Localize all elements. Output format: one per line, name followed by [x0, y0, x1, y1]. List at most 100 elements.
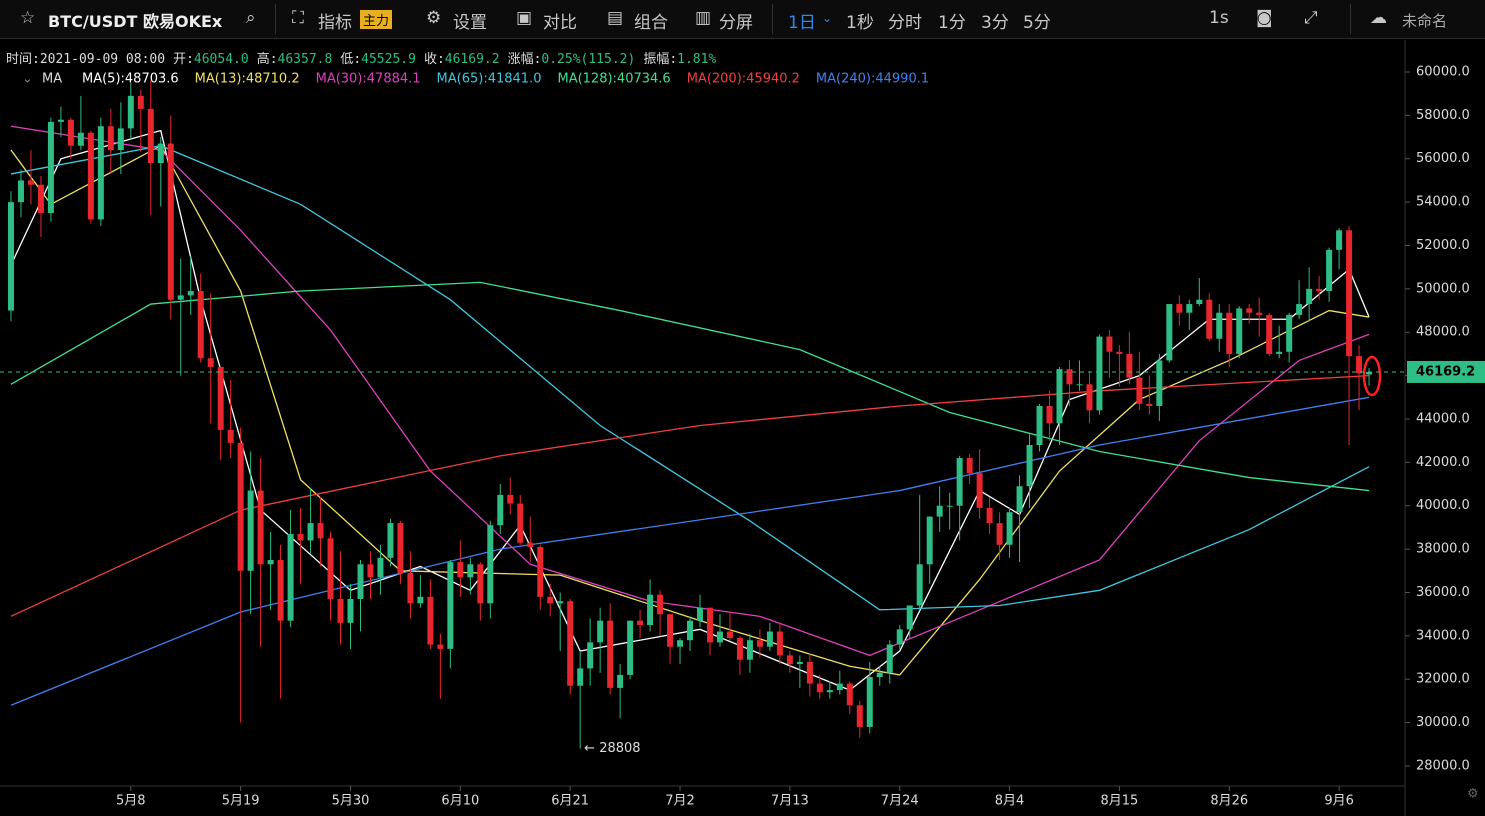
candle-body — [736, 638, 743, 660]
y-tick-label: 58000.0 — [1416, 108, 1470, 123]
candle-body — [1166, 304, 1173, 361]
candle-body — [1216, 312, 1223, 339]
layout-name[interactable]: 未命名 — [1402, 12, 1448, 30]
candle-body — [87, 132, 94, 220]
toolbar-item[interactable]: 设置 — [453, 13, 487, 33]
toolbar-item[interactable]: 对比 — [543, 13, 577, 33]
interval[interactable]: 1分 — [938, 13, 966, 33]
candle-body — [197, 291, 204, 359]
candle-body — [387, 523, 394, 558]
toolbar-item[interactable]: 分屏 — [719, 13, 753, 33]
cloud-icon[interactable]: ☁ — [1370, 8, 1387, 28]
candle-body — [1086, 384, 1093, 411]
candle-body — [17, 180, 24, 203]
interval[interactable]: 分时 — [888, 13, 922, 33]
badge: 主力 — [360, 10, 393, 29]
x-tick-label: 8月4 — [995, 794, 1025, 809]
candle-body — [916, 564, 923, 606]
indicator-icon: ⛶ — [292, 8, 304, 28]
candle-body — [247, 490, 254, 571]
favorite-icon[interactable]: ☆ — [20, 8, 36, 28]
candle-body — [557, 601, 564, 604]
candle-body — [1366, 371, 1373, 375]
candle-body — [1276, 351, 1283, 354]
candle-body — [1236, 308, 1243, 354]
candle-body — [1006, 512, 1013, 545]
candle-body — [1266, 314, 1273, 354]
candle-body — [47, 121, 54, 213]
info-value: 1.81% — [677, 52, 717, 67]
candle-body — [437, 644, 444, 649]
camera-icon[interactable]: ◙ — [1256, 8, 1273, 28]
ma-line — [10, 145, 1370, 611]
interval[interactable]: 3分 — [981, 13, 1009, 33]
settings-icon[interactable]: ⚙ — [1467, 787, 1479, 802]
legend-indicator: MA — [42, 72, 62, 87]
candle-body — [287, 533, 294, 621]
toolbar-item[interactable]: 指标 — [318, 13, 352, 33]
candle-body — [1336, 230, 1343, 250]
candle-body — [547, 596, 554, 604]
candle-body — [137, 95, 144, 109]
candle-body — [647, 594, 654, 626]
candle-body — [497, 494, 504, 526]
candle-body — [77, 132, 84, 146]
compare-icon: ▣ — [516, 8, 533, 28]
y-tick-label: 42000.0 — [1416, 455, 1470, 470]
legend-caret: ⌄ — [22, 72, 33, 87]
y-tick-label: 40000.0 — [1416, 498, 1470, 513]
candle-body — [866, 677, 873, 727]
candle-body — [1106, 336, 1113, 352]
symbol[interactable]: BTC/USDT 欧易OKEx — [48, 12, 223, 31]
candle-body — [1146, 403, 1153, 406]
candle-body — [177, 295, 184, 300]
y-tick-label: 38000.0 — [1416, 542, 1470, 557]
candle-body — [796, 661, 803, 665]
split-icon: ▥ — [695, 8, 712, 28]
candle-body — [567, 601, 574, 686]
ma-line — [10, 281, 1370, 492]
candle-body — [1326, 249, 1333, 292]
candle-body — [267, 559, 274, 565]
candle-body — [27, 180, 34, 185]
interval[interactable]: 5分 — [1023, 13, 1051, 33]
candle-body — [687, 620, 694, 641]
toolbar-item[interactable]: 组合 — [634, 13, 668, 33]
ma-line — [10, 396, 1370, 706]
candle-body — [207, 358, 214, 367]
candle-body — [307, 523, 314, 541]
candle-body — [157, 143, 164, 164]
candle-body — [7, 202, 14, 311]
candle-body — [766, 631, 773, 647]
candle-body — [467, 564, 474, 578]
interval-active[interactable]: 1日 — [788, 13, 816, 33]
last-price-label: 46169.2 — [1416, 364, 1475, 379]
y-tick-label: 54000.0 — [1416, 195, 1470, 210]
candle-body — [926, 516, 933, 565]
candle-body — [357, 564, 364, 599]
candle-body — [127, 95, 134, 129]
info-value: 0.25%(115.2) — [541, 52, 636, 67]
candle-body — [597, 620, 604, 643]
highlight-ellipse — [1362, 355, 1382, 397]
candle-body — [1256, 312, 1263, 315]
candle-body — [706, 607, 713, 643]
candle-body — [986, 507, 993, 524]
dropdown-caret[interactable]: ⌄ — [822, 11, 833, 25]
fullscreen-icon[interactable]: ⤢ — [1304, 8, 1318, 28]
candle-body — [1066, 369, 1073, 385]
search-icon[interactable]: ⌕ — [246, 8, 256, 28]
candle-body — [1246, 308, 1253, 313]
y-tick-label: 44000.0 — [1416, 411, 1470, 426]
last-price-box — [1407, 360, 1485, 383]
candle-body — [107, 126, 114, 151]
info-value: 45525.9 — [361, 52, 416, 67]
candle-body — [936, 505, 943, 517]
candle-body — [826, 690, 833, 693]
candle-body — [657, 594, 664, 615]
candle-body — [667, 614, 674, 647]
speed[interactable]: 1s — [1209, 8, 1229, 28]
interval[interactable]: 1秒 — [846, 13, 874, 33]
candle-body — [297, 533, 304, 541]
info-label: 低: — [340, 52, 362, 67]
